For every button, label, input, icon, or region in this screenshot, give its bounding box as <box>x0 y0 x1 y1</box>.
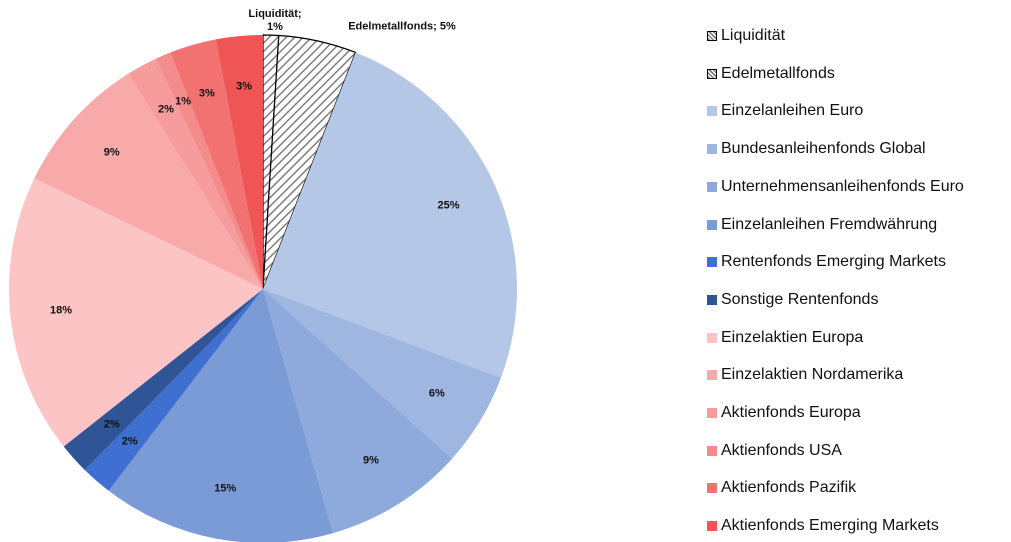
legend-label: Aktienfonds Europa <box>721 404 861 421</box>
legend-item: Einzelanleihen Fremdwährung <box>707 216 937 234</box>
data-label: 15% <box>214 482 237 495</box>
legend-item: Einzelaktien Nordamerika <box>707 366 903 384</box>
legend-swatch <box>707 106 717 117</box>
legend-item: Edelmetallfonds <box>707 65 835 83</box>
data-label: 9% <box>103 146 120 159</box>
legend-label: Einzelaktien Nordamerika <box>721 366 904 384</box>
pie-slice <box>262 34 357 290</box>
legend-swatch <box>707 219 717 230</box>
legend-swatch <box>707 294 717 305</box>
data-label: 9% <box>362 454 379 467</box>
data-label: 2% <box>103 418 120 431</box>
legend-swatch <box>707 144 717 155</box>
pie-slice <box>263 289 501 459</box>
legend-label: Liquidität <box>721 27 786 44</box>
pie-slice <box>63 289 263 470</box>
legend-item: Aktienfonds USA <box>707 442 842 460</box>
data-label: 3% <box>198 87 215 100</box>
legend-label: Aktienfonds USA <box>721 441 842 459</box>
data-label: Edelmetallfonds; 5% <box>348 20 456 33</box>
legend-label: Bundesanleihenfonds Global <box>721 140 926 158</box>
data-label: 1% <box>175 95 191 108</box>
legend-swatch <box>707 257 717 268</box>
legend-swatch <box>707 483 717 494</box>
legend-item: Liquidität <box>707 27 785 45</box>
legend-label: Aktienfonds Emerging Markets <box>721 517 939 535</box>
legend-swatch <box>707 445 717 456</box>
pie-slice <box>84 289 264 491</box>
data-label: 25% <box>437 199 460 212</box>
legend-item: Aktienfonds Europa <box>707 404 861 422</box>
legend-label: Einzelaktien Europa <box>721 328 864 346</box>
pie-slice <box>263 289 453 534</box>
data-label: 18% <box>49 304 73 317</box>
legend-item: Unternehmensanleihenfonds Euro <box>707 178 964 196</box>
pie-slice <box>170 39 263 290</box>
data-label: 2% <box>121 435 138 448</box>
pie-slice <box>155 52 263 289</box>
pie-slice <box>263 52 517 378</box>
pie-slice <box>215 35 263 289</box>
legend-item: Einzelaktien Europa <box>707 329 863 347</box>
data-label: 2% <box>158 103 174 116</box>
pie-slice <box>108 289 334 542</box>
legend-swatch <box>707 408 717 418</box>
legend-label: Einzelanleihen Fremdwährung <box>721 215 938 233</box>
legend-swatch <box>707 521 717 532</box>
legend-swatch <box>707 181 717 192</box>
data-label: Liquidität; 1% <box>248 8 302 33</box>
legend-item: Aktienfonds Emerging Markets <box>707 517 939 535</box>
pie-slice <box>9 178 264 447</box>
legend-label: Rentenfonds Emerging Markets <box>721 253 946 271</box>
legend-swatch <box>707 332 717 343</box>
data-label: 6% <box>428 387 445 400</box>
legend-label: Unternehmensanleihenfonds Euro <box>721 177 964 195</box>
legend-item: Einzelanleihen Euro <box>707 102 863 120</box>
legend-swatch <box>707 370 717 381</box>
pie-slice <box>34 73 264 289</box>
legend-label: Edelmetallfonds <box>721 64 835 82</box>
legend-item: Aktienfonds Pazifik <box>707 479 856 497</box>
legend-swatch <box>707 68 717 79</box>
data-label: 3% <box>236 80 253 93</box>
legend-swatch <box>707 31 717 41</box>
legend-label: Einzelanleihen Euro <box>721 102 864 120</box>
legend-item: Bundesanleihenfonds Global <box>707 140 926 158</box>
legend-item: Sonstige Rentenfonds <box>707 291 878 309</box>
legend-item: Rentenfonds Emerging Markets <box>707 253 946 271</box>
pie-slice <box>128 58 263 290</box>
legend-label: Aktienfonds Pazifik <box>721 479 857 497</box>
legend-label: Sonstige Rentenfonds <box>721 290 879 308</box>
